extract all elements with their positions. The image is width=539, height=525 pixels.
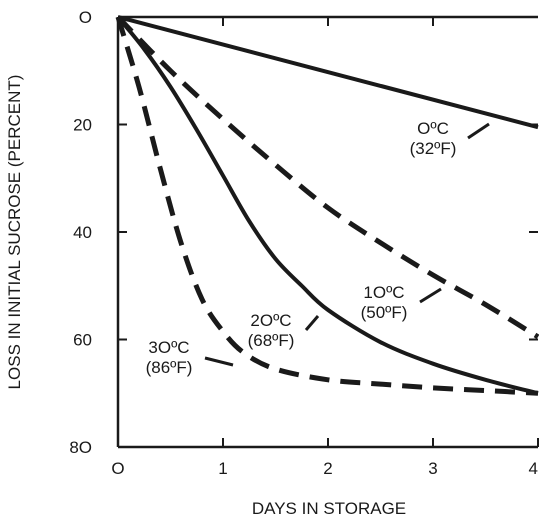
series-label-1-line-1: OºC	[417, 119, 449, 138]
series-line-3	[116, 15, 539, 396]
series-line-1	[117, 15, 539, 130]
series-label-2-line-1: 1OºC	[363, 283, 404, 302]
series-label-leader-1	[467, 122, 490, 140]
x-tick-label: 4	[529, 459, 538, 478]
x-tick-label: O	[111, 459, 124, 478]
series-label-4-line-2: (86ºF)	[146, 358, 193, 377]
labels-layer: OºC(32ºF) 1OºC(50ºF) 2OºC(68ºF) 3OºC(86ºF)	[146, 119, 490, 377]
y-tick-label: O	[79, 8, 92, 27]
y-tick-label: 20	[73, 116, 92, 135]
x-tick-label: 1	[218, 459, 227, 478]
series-label-2-line-2: (50ºF)	[361, 303, 408, 322]
y-axis-title: LOSS IN INITIAL SUCROSE (PERCENT)	[5, 75, 24, 390]
series-label-3-line-2: (68ºF)	[248, 331, 295, 350]
series-line-4	[115, 16, 539, 396]
series-label-leader-3	[304, 315, 320, 331]
x-tick-label: 2	[323, 459, 332, 478]
series-label-4-line-1: 3OºC	[148, 338, 189, 357]
y-tick-label: 60	[73, 331, 92, 350]
axes-layer: O 20 40 60 8O O 1 2 3 4	[69, 8, 539, 478]
y-tick-label: 40	[73, 223, 92, 242]
series-label-1-line-2: (32ºF)	[410, 139, 457, 158]
x-tick-label: 3	[428, 459, 437, 478]
series-label-3-line-1: 2OºC	[250, 311, 291, 330]
series-layer	[115, 15, 539, 396]
series-label-leader-2	[419, 287, 442, 304]
x-axis-title: DAYS IN STORAGE	[252, 499, 406, 518]
series-label-leader-4	[204, 356, 234, 367]
series-line-2	[116, 15, 539, 339]
y-tick-label: 8O	[69, 438, 92, 457]
